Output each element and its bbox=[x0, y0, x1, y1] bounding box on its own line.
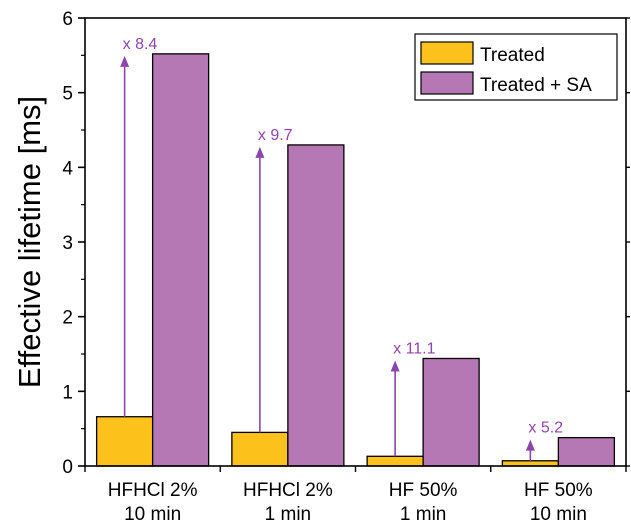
bar-treated-sa-3 bbox=[422, 357, 480, 467]
y-tick-label-1: 1 bbox=[62, 382, 73, 403]
bar-treated-3 bbox=[366, 455, 424, 467]
x-tick-label-3-line-1: HF 50% bbox=[389, 480, 458, 501]
bar-treated-sa-2 bbox=[287, 144, 345, 467]
annotation-label-3: x 11.1 bbox=[393, 340, 436, 357]
annotation-arrow-head-2 bbox=[255, 146, 265, 158]
annotation-label-4: x 5.2 bbox=[528, 420, 563, 437]
y-tick-label-4: 4 bbox=[62, 158, 73, 179]
legend: Treated Treated + SA bbox=[414, 33, 618, 101]
x-tick-label-2-line-2: 1 min bbox=[265, 504, 311, 525]
x-tick-label-3-line-2: 1 min bbox=[400, 504, 446, 525]
x-tick-label-1-line-1: HFHCl 2% bbox=[108, 480, 198, 501]
bar-treated-1 bbox=[95, 416, 154, 467]
legend-swatch-treated-sa bbox=[420, 71, 474, 95]
legend-label-treated: Treated bbox=[480, 45, 545, 66]
annotation-arrow-head-1 bbox=[120, 55, 130, 67]
y-tick-label-0: 0 bbox=[62, 457, 73, 478]
bar-treated-sa-4 bbox=[557, 436, 616, 467]
y-tick-label-2: 2 bbox=[62, 308, 73, 329]
y-tick-label-5: 5 bbox=[62, 84, 73, 105]
x-tick-label-4-line-1: HF 50% bbox=[524, 480, 593, 501]
bar-treated-2 bbox=[231, 431, 289, 467]
legend-swatch-treated bbox=[420, 41, 474, 65]
y-axis-title: Effective lifetime [ms] bbox=[12, 96, 47, 388]
legend-label-treated-sa: Treated + SA bbox=[480, 75, 592, 96]
bar-treated-sa-1 bbox=[151, 53, 210, 467]
bars-layer bbox=[95, 53, 616, 467]
y-tick-label-3: 3 bbox=[62, 233, 73, 254]
annotation-arrow-head-4 bbox=[525, 439, 535, 451]
x-tick-label-2-line-1: HFHCl 2% bbox=[243, 480, 333, 501]
annotation-arrows-layer: x 8.4 x 9.7 x 11.1 x 5.2 bbox=[120, 36, 563, 461]
annotation-label-2: x 9.7 bbox=[258, 127, 293, 144]
y-tick-label-6: 6 bbox=[62, 9, 73, 30]
x-tick-label-1-line-2: 10 min bbox=[124, 504, 181, 525]
x-tick-label-4-line-2: 10 min bbox=[530, 504, 587, 525]
ticks-layer: HFHCl 2% 10 min HFHCl 2% 1 min HF 50% 1 min HF… bbox=[62, 9, 630, 525]
annotation-label-1: x 8.4 bbox=[123, 36, 158, 53]
annotation-arrow-head-3 bbox=[390, 360, 400, 372]
